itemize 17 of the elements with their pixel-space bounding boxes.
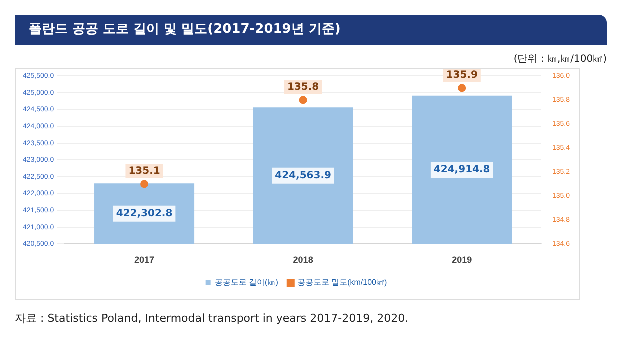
- chart-subtitle: (단위 : ㎞,㎞/100㎢): [514, 53, 607, 66]
- data-label: 424,563.9: [275, 170, 332, 182]
- legend-label: 공공도로 길이(㎞): [214, 278, 279, 288]
- data-label: 422,302.8: [116, 208, 173, 220]
- text: 자료 : Statistics Poland, Intermodal transport in years 2017-2019, 2020.: [15, 311, 409, 326]
- data-label: 424,914.8: [434, 164, 490, 176]
- data-label: 135.9: [446, 70, 478, 81]
- x-tick-label: 2017: [134, 255, 155, 266]
- point: [299, 96, 308, 104]
- x-tick-label: 2018: [293, 255, 314, 266]
- data-label: 135.8: [287, 82, 320, 93]
- chart-title: 폴란드 공공 도로 길이 및 밀도(2017-2019년 기준): [15, 15, 607, 45]
- x-tick-label: 2019: [452, 255, 472, 266]
- point: [140, 180, 149, 188]
- point: [458, 84, 466, 92]
- data-label: 135.1: [128, 166, 160, 177]
- legend-label: 공공도로 밀도(km/100㎢): [297, 278, 388, 288]
